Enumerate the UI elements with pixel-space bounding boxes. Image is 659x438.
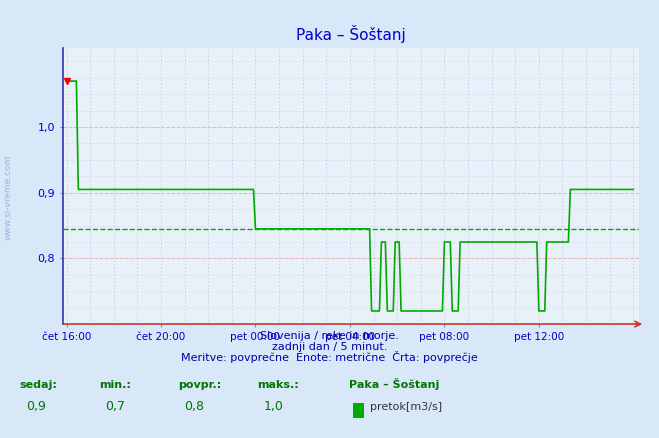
Text: pretok[m3/s]: pretok[m3/s]: [370, 402, 442, 412]
Text: 0,8: 0,8: [185, 399, 204, 413]
Text: sedaj:: sedaj:: [20, 380, 57, 390]
Text: Paka – Šoštanj: Paka – Šoštanj: [349, 378, 440, 390]
Text: 1,0: 1,0: [264, 399, 283, 413]
Text: Slovenija / reke in morje.: Slovenija / reke in morje.: [260, 332, 399, 342]
Text: Meritve: povprečne  Enote: metrične  Črta: povprečje: Meritve: povprečne Enote: metrične Črta:…: [181, 351, 478, 364]
Text: min.:: min.:: [99, 380, 130, 390]
Title: Paka – Šoštanj: Paka – Šoštanj: [296, 25, 406, 43]
Text: zadnji dan / 5 minut.: zadnji dan / 5 minut.: [272, 343, 387, 353]
Text: povpr.:: povpr.:: [178, 380, 221, 390]
Text: www.si-vreme.com: www.si-vreme.com: [3, 155, 13, 240]
Text: 0,7: 0,7: [105, 399, 125, 413]
Text: maks.:: maks.:: [257, 380, 299, 390]
Text: 0,9: 0,9: [26, 399, 46, 413]
